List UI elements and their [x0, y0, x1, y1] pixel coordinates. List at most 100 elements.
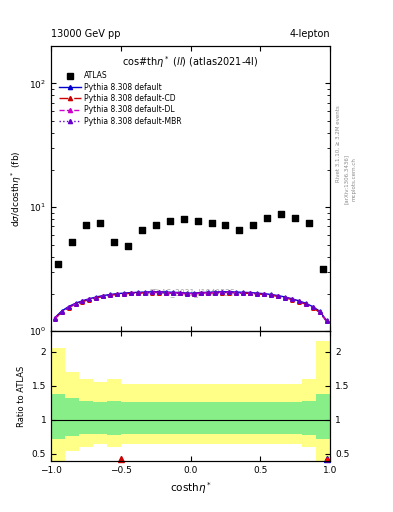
Pythia 8.308 default-MBR	[248, 290, 252, 296]
ATLAS	[292, 214, 298, 222]
Pythia 8.308 default	[122, 290, 127, 296]
Pythia 8.308 default	[248, 289, 252, 295]
Pythia 8.308 default	[324, 317, 329, 324]
Pythia 8.308 default-DL	[324, 318, 329, 324]
Pythia 8.308 default-CD	[233, 290, 238, 296]
Pythia 8.308 default-CD	[275, 293, 280, 300]
Pythia 8.308 default	[129, 289, 134, 295]
Pythia 8.308 default-MBR	[101, 293, 106, 299]
Pythia 8.308 default-DL	[115, 291, 120, 297]
Pythia 8.308 default-MBR	[143, 289, 148, 295]
Pythia 8.308 default-DL	[233, 289, 238, 295]
Pythia 8.308 default-DL	[66, 304, 71, 310]
Text: 4-lepton: 4-lepton	[290, 29, 330, 39]
Pythia 8.308 default	[268, 291, 273, 297]
Pythia 8.308 default-CD	[157, 289, 162, 295]
Pythia 8.308 default-CD	[171, 290, 176, 296]
Pythia 8.308 default-CD	[108, 292, 113, 298]
Pythia 8.308 default	[150, 289, 154, 295]
Pythia 8.308 default	[233, 289, 238, 295]
Pythia 8.308 default	[80, 297, 85, 304]
Pythia 8.308 default-DL	[178, 290, 182, 296]
Pythia 8.308 default-MBR	[73, 301, 78, 307]
Pythia 8.308 default-CD	[241, 290, 245, 296]
Pythia 8.308 default	[157, 289, 162, 295]
Legend: ATLAS, Pythia 8.308 default, Pythia 8.308 default-CD, Pythia 8.308 default-DL, P: ATLAS, Pythia 8.308 default, Pythia 8.30…	[58, 70, 183, 127]
Pythia 8.308 default-CD	[115, 291, 120, 297]
ATLAS	[236, 226, 242, 234]
Pythia 8.308 default-MBR	[268, 292, 273, 298]
Pythia 8.308 default-CD	[164, 290, 169, 296]
Pythia 8.308 default	[255, 290, 259, 296]
Pythia 8.308 default	[206, 289, 210, 295]
Pythia 8.308 default-DL	[185, 290, 189, 296]
Pythia 8.308 default-CD	[255, 291, 259, 297]
Pythia 8.308 default	[310, 304, 315, 310]
Pythia 8.308 default	[108, 291, 113, 297]
Pythia 8.308 default-MBR	[317, 309, 322, 315]
ATLAS	[139, 226, 145, 234]
Text: 13000 GeV pp: 13000 GeV pp	[51, 29, 121, 39]
Pythia 8.308 default-MBR	[108, 292, 113, 298]
ATLAS	[97, 219, 103, 227]
Pythia 8.308 default-MBR	[136, 290, 141, 296]
Pythia 8.308 default-CD	[227, 289, 231, 295]
Pythia 8.308 default-MBR	[199, 290, 204, 296]
ATLAS	[55, 260, 61, 268]
Pythia 8.308 default	[59, 308, 64, 314]
Pythia 8.308 default-DL	[164, 289, 169, 295]
Pythia 8.308 default-DL	[275, 293, 280, 299]
ATLAS	[195, 217, 201, 225]
ATLAS	[222, 221, 229, 229]
Pythia 8.308 default-CD	[101, 293, 106, 300]
Pythia 8.308 default-CD	[324, 318, 329, 325]
Pythia 8.308 default	[227, 289, 231, 295]
Pythia 8.308 default	[171, 289, 176, 295]
Pythia 8.308 default-CD	[87, 296, 92, 303]
Pythia 8.308 default	[241, 289, 245, 295]
ATLAS	[180, 215, 187, 223]
Line: Pythia 8.308 default-CD: Pythia 8.308 default-CD	[53, 291, 329, 323]
Pythia 8.308 default-MBR	[52, 316, 57, 322]
Pythia 8.308 default-DL	[87, 296, 92, 303]
Pythia 8.308 default-CD	[192, 291, 196, 297]
Y-axis label: d$\sigma$/dcosth$\eta^*$ (fb): d$\sigma$/dcosth$\eta^*$ (fb)	[9, 151, 24, 227]
Pythia 8.308 default-MBR	[80, 298, 85, 305]
Text: ATLAS_2021_I1849535: ATLAS_2021_I1849535	[147, 288, 234, 297]
Pythia 8.308 default-DL	[248, 290, 252, 296]
Pythia 8.308 default-MBR	[233, 289, 238, 295]
Pythia 8.308 default	[115, 290, 120, 296]
Pythia 8.308 default-CD	[80, 298, 85, 305]
Pythia 8.308 default-MBR	[310, 304, 315, 310]
Pythia 8.308 default-CD	[129, 290, 134, 296]
Pythia 8.308 default-MBR	[241, 290, 245, 296]
Pythia 8.308 default-MBR	[66, 304, 71, 310]
Pythia 8.308 default-CD	[136, 290, 141, 296]
Pythia 8.308 default-MBR	[178, 290, 182, 296]
Text: mcplots.cern.ch: mcplots.cern.ch	[352, 157, 357, 201]
Pythia 8.308 default	[275, 292, 280, 298]
Pythia 8.308 default	[66, 304, 71, 310]
ATLAS	[278, 210, 285, 218]
Pythia 8.308 default-DL	[199, 290, 204, 296]
Pythia 8.308 default-DL	[80, 298, 85, 305]
Pythia 8.308 default-CD	[73, 301, 78, 307]
Pythia 8.308 default	[101, 292, 106, 298]
Pythia 8.308 default-CD	[122, 291, 127, 297]
Pythia 8.308 default	[143, 289, 148, 295]
Pythia 8.308 default-MBR	[303, 301, 308, 307]
Pythia 8.308 default-MBR	[157, 289, 162, 295]
Pythia 8.308 default-DL	[94, 294, 99, 301]
Pythia 8.308 default-DL	[317, 309, 322, 315]
Pythia 8.308 default	[261, 290, 266, 296]
Text: [arXiv:1306.3436]: [arXiv:1306.3436]	[344, 154, 349, 204]
Pythia 8.308 default-MBR	[115, 291, 120, 297]
Pythia 8.308 default-MBR	[94, 294, 99, 301]
ATLAS	[250, 221, 257, 229]
Pythia 8.308 default-MBR	[129, 290, 134, 296]
Pythia 8.308 default-MBR	[213, 289, 217, 295]
Pythia 8.308 default-DL	[213, 289, 217, 295]
Pythia 8.308 default-CD	[261, 291, 266, 297]
X-axis label: costh$\eta^*$: costh$\eta^*$	[170, 480, 211, 496]
Pythia 8.308 default-MBR	[171, 290, 176, 296]
